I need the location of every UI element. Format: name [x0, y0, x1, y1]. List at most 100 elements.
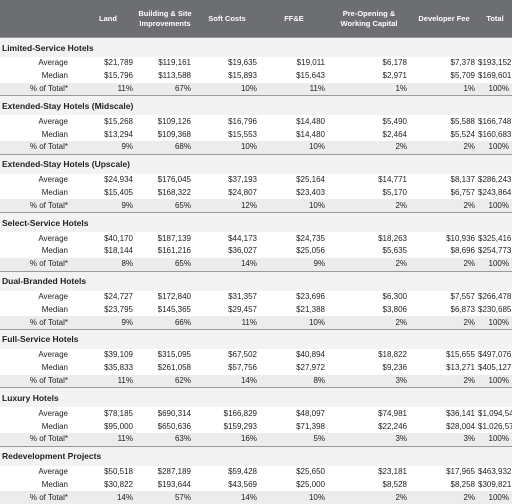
cell-value: $113,588 — [136, 70, 194, 83]
section-title-row: Select-Service Hotels — [0, 213, 512, 233]
cell-value: $5,635 — [328, 245, 410, 258]
data-row: Average$24,934$176,045$37,193$25,164$14,… — [0, 174, 512, 187]
cell-value: $6,178 — [328, 57, 410, 70]
cell-value: $497,076 — [478, 349, 512, 362]
cell-value: $24,735 — [260, 232, 328, 245]
cell-value: $5,490 — [328, 115, 410, 128]
cell-value: 1% — [328, 83, 410, 96]
cell-value: 100% — [478, 258, 512, 271]
cell-value: 2% — [328, 258, 410, 271]
cell-value: 14% — [194, 375, 260, 388]
data-row: Median$15,796$113,588$15,893$15,643$2,97… — [0, 70, 512, 83]
cell-value: $405,127 — [478, 362, 512, 375]
row-label: % of Total* — [0, 83, 80, 96]
cell-value: $15,553 — [194, 128, 260, 141]
cell-value: $37,193 — [194, 174, 260, 187]
cell-value: 10% — [194, 83, 260, 96]
data-row: % of Total*11%63%16%5%3%3%100% — [0, 433, 512, 446]
data-row: Average$40,170$187,139$44,173$24,735$18,… — [0, 232, 512, 245]
cell-value: $8,137 — [410, 174, 478, 187]
data-row: Average$21,789$119,161$19,635$19,011$6,1… — [0, 57, 512, 70]
cell-value: $5,709 — [410, 70, 478, 83]
row-label: % of Total* — [0, 141, 80, 154]
cell-value: $23,696 — [260, 291, 328, 304]
cell-value: $74,981 — [328, 407, 410, 420]
cell-value: 9% — [80, 199, 136, 212]
column-header: Pre-Opening & Working Capital — [328, 0, 410, 38]
cell-value: $8,258 — [410, 479, 478, 492]
section-title-row: Full-Service Hotels — [0, 329, 512, 349]
cell-value: $25,164 — [260, 174, 328, 187]
section-title-row: Luxury Hotels — [0, 388, 512, 408]
cell-value: $254,773 — [478, 245, 512, 258]
section-title: Redevelopment Projects — [0, 446, 512, 466]
column-header: Developer Fee — [410, 0, 478, 38]
cell-value: $161,216 — [136, 245, 194, 258]
cell-value: $10,936 — [410, 232, 478, 245]
cell-value: 100% — [478, 83, 512, 96]
row-label: Average — [0, 291, 80, 304]
cell-value: $14,771 — [328, 174, 410, 187]
section-title: Select-Service Hotels — [0, 213, 512, 233]
cell-value: 2% — [328, 199, 410, 212]
section-title: Full-Service Hotels — [0, 329, 512, 349]
cell-value: $176,045 — [136, 174, 194, 187]
data-row: Median$15,405$168,322$24,807$23,403$5,17… — [0, 187, 512, 200]
cell-value: 66% — [136, 316, 194, 329]
cell-value: $44,173 — [194, 232, 260, 245]
cell-value: $172,840 — [136, 291, 194, 304]
section-title-row: Extended-Stay Hotels (Upscale) — [0, 154, 512, 174]
section-title-row: Limited-Service Hotels — [0, 38, 512, 58]
row-label: % of Total* — [0, 316, 80, 329]
cell-value: $8,696 — [410, 245, 478, 258]
cell-value: $5,524 — [410, 128, 478, 141]
cell-value: $8,528 — [328, 479, 410, 492]
cell-value: 10% — [194, 141, 260, 154]
row-label: Median — [0, 187, 80, 200]
cell-value: $67,502 — [194, 349, 260, 362]
row-label: Average — [0, 115, 80, 128]
row-label: Average — [0, 232, 80, 245]
cell-value: $36,027 — [194, 245, 260, 258]
section-title: Dual-Branded Hotels — [0, 271, 512, 291]
cell-value: 100% — [478, 316, 512, 329]
data-row: % of Total*8%65%14%9%2%2%100% — [0, 258, 512, 271]
data-row: Average$15,268$109,126$16,796$14,480$5,4… — [0, 115, 512, 128]
cell-value: $29,457 — [194, 303, 260, 316]
row-label: Median — [0, 128, 80, 141]
cell-value: $31,357 — [194, 291, 260, 304]
cell-value: $21,388 — [260, 303, 328, 316]
cell-value: $650,636 — [136, 420, 194, 433]
cell-value: 12% — [194, 199, 260, 212]
data-row: Median$13,294$109,368$15,553$14,480$2,46… — [0, 128, 512, 141]
cell-value: 63% — [136, 433, 194, 446]
cell-value: 9% — [80, 141, 136, 154]
cell-value: $23,795 — [80, 303, 136, 316]
data-row: % of Total*11%62%14%8%3%2%100% — [0, 375, 512, 388]
cell-value: $78,185 — [80, 407, 136, 420]
cell-value: 65% — [136, 199, 194, 212]
cell-value: $13,294 — [80, 128, 136, 141]
cell-value: $22,246 — [328, 420, 410, 433]
cell-value: $14,480 — [260, 128, 328, 141]
cell-value: 100% — [478, 199, 512, 212]
cell-value: $6,757 — [410, 187, 478, 200]
row-label: Median — [0, 420, 80, 433]
cell-value: $43,569 — [194, 479, 260, 492]
cell-value: $3,806 — [328, 303, 410, 316]
cell-value: $193,644 — [136, 479, 194, 492]
cell-value: $16,796 — [194, 115, 260, 128]
cell-value: $7,378 — [410, 57, 478, 70]
cell-value: $15,796 — [80, 70, 136, 83]
cell-value: $309,821 — [478, 479, 512, 492]
cell-value: $50,518 — [80, 466, 136, 479]
cell-value: $690,314 — [136, 407, 194, 420]
cell-value: 3% — [328, 375, 410, 388]
cell-value: $71,398 — [260, 420, 328, 433]
row-label: Average — [0, 466, 80, 479]
cell-value: $27,972 — [260, 362, 328, 375]
row-label: Average — [0, 349, 80, 362]
row-label: % of Total* — [0, 199, 80, 212]
row-label: Median — [0, 303, 80, 316]
cell-value: $5,170 — [328, 187, 410, 200]
